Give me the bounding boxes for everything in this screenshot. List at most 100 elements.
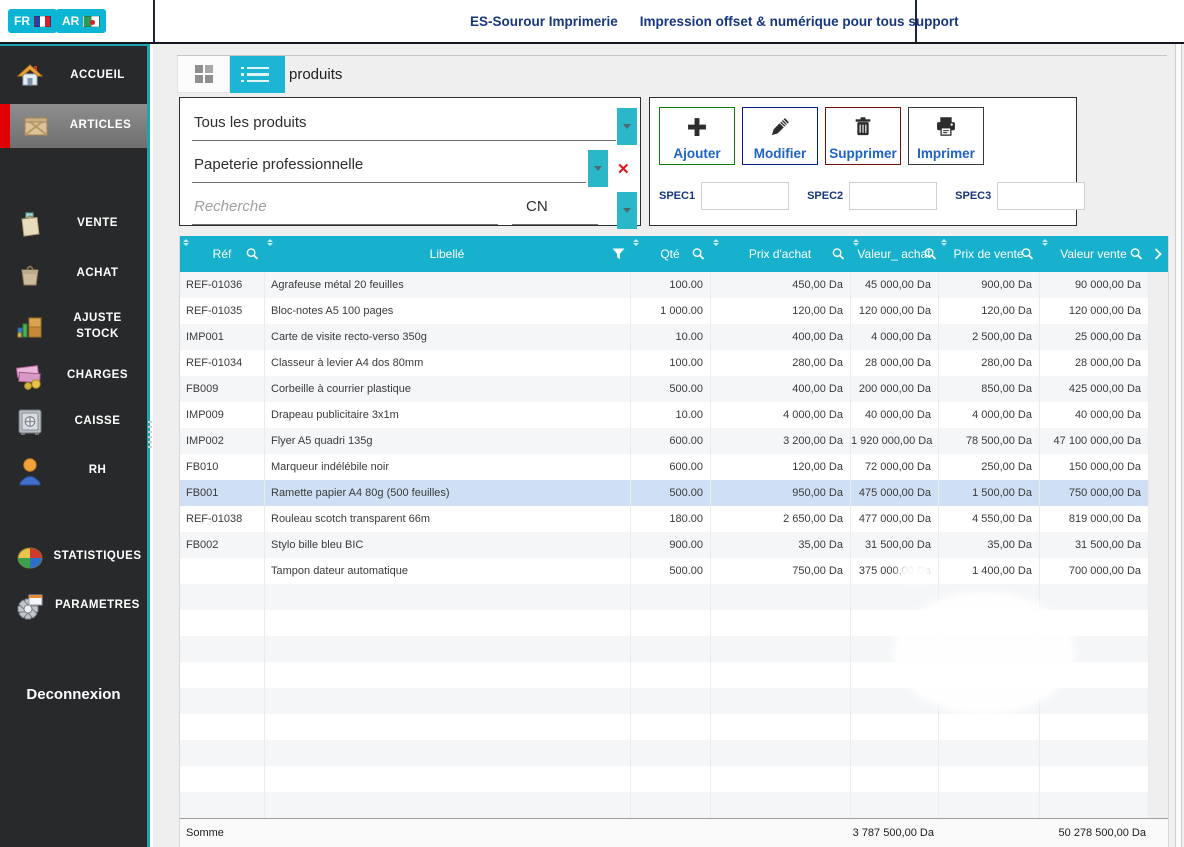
stock-adjust-icon [12, 309, 48, 345]
person-icon [12, 453, 48, 489]
product-filter-dropdown-button[interactable] [617, 108, 637, 145]
table-row[interactable]: REF-01038 Rouleau scotch transparent 66m… [180, 506, 1168, 532]
table-row[interactable]: FB010 Marqueur indélébile noir 600.00 12… [180, 454, 1168, 480]
search-mode-dropdown-button[interactable] [617, 192, 637, 229]
spec1-input[interactable] [701, 182, 789, 210]
search-icon[interactable] [1130, 248, 1143, 261]
chevron-right-icon [1154, 248, 1162, 260]
vertical-scrollbar[interactable] [1175, 44, 1182, 847]
clear-filter-icon[interactable]: ✕ [617, 160, 630, 178]
trash-icon [850, 114, 876, 140]
category-filter-select[interactable]: Papeterie professionnelle [192, 150, 586, 183]
add-button[interactable]: Ajouter [659, 107, 735, 165]
row-edge [1148, 402, 1168, 428]
sort-indicator [713, 239, 719, 246]
actions-panel: Ajouter Modifier Supprimer [649, 97, 1077, 226]
purchase-bag-icon [12, 256, 48, 292]
row-edge [1148, 350, 1168, 376]
column-header-valeur-vente[interactable]: Valeur vente [1039, 236, 1148, 272]
sidebar-label: VENTE [48, 216, 147, 232]
logout-button[interactable]: Deconnexion [0, 686, 147, 703]
banknotes-icon [12, 358, 48, 394]
table-row[interactable]: FB001 Ramette papier A4 80g (500 feuille… [180, 480, 1168, 506]
plus-icon [684, 114, 710, 140]
filter-panel: Tous les produits Papeterie professionne… [179, 97, 641, 226]
delete-button[interactable]: Supprimer [825, 107, 901, 165]
search-icon[interactable] [924, 248, 937, 261]
sidebar-item-statistiques[interactable]: STATISTIQUES [0, 534, 147, 580]
product-filter-select[interactable]: Tous les produits [192, 108, 616, 141]
scroll-right-button[interactable] [1148, 236, 1168, 272]
sidebar-item-accueil[interactable]: ACCUEIL [0, 52, 147, 100]
sidebar-item-achat[interactable]: ACHAT [0, 248, 147, 300]
table-row[interactable]: FB009 Corbeille à courrier plastique 500… [180, 376, 1168, 402]
spec3-label: SPEC3 [955, 190, 991, 202]
top-bar: FR AR ES-Sourour Imprimerie Impression o… [0, 0, 1184, 44]
sidebar-label: ACHAT [48, 266, 147, 282]
sidebar-item-parametres[interactable]: PARAMETRES [0, 582, 147, 630]
company-slogan: Impression offset & numérique pour tous … [640, 14, 959, 29]
row-edge [1148, 454, 1168, 480]
search-mode-select[interactable]: CN [512, 192, 598, 225]
column-header-prix-achat[interactable]: Prix d'achat [710, 236, 850, 272]
main-content: produits Tous les produits Papeterie pro… [153, 44, 1184, 847]
sidebar-item-charges[interactable]: CHARGES [0, 354, 147, 398]
column-header-ref[interactable]: Réf [180, 236, 264, 272]
products-table: Réf Libellé Qté Prix [179, 236, 1169, 847]
table-row[interactable]: FB002 Stylo bille bleu BIC 900.00 35,00 … [180, 532, 1168, 558]
print-button[interactable]: Imprimer [908, 107, 984, 165]
row-edge [1148, 428, 1168, 454]
empty-row [180, 792, 1168, 818]
table-row[interactable]: Tampon dateur automatique 500.00 750,00 … [180, 558, 1168, 584]
row-edge [1148, 480, 1168, 506]
sidebar-item-articles[interactable]: ARTICLES [0, 104, 147, 148]
row-edge [1148, 532, 1168, 558]
column-header-prix-vente[interactable]: Prix de vente [938, 236, 1039, 272]
summary-label: Somme [180, 827, 264, 839]
lang-ar-label: AR [62, 14, 79, 28]
column-header-libelle[interactable]: Libellé [264, 236, 630, 272]
summary-row: Somme 3 787 500,00 Da 50 278 500,00 Da [180, 818, 1168, 847]
spec3-input[interactable] [997, 182, 1085, 210]
algeria-flag-icon [83, 16, 100, 27]
tab-grid-view[interactable] [177, 56, 230, 93]
lang-ar-button[interactable]: AR [56, 9, 106, 33]
sidebar-resize-grip[interactable] [148, 421, 152, 451]
table-row[interactable]: IMP009 Drapeau publicitaire 3x1m 10.00 4… [180, 402, 1168, 428]
category-filter-dropdown-button[interactable] [588, 150, 608, 187]
table-row[interactable]: REF-01036 Agrafeuse métal 20 feuilles 10… [180, 272, 1168, 298]
search-input[interactable] [192, 192, 498, 225]
empty-row [180, 766, 1168, 792]
row-edge [1148, 376, 1168, 402]
search-icon[interactable] [692, 248, 705, 261]
spec2-input[interactable] [849, 182, 937, 210]
sidebar-item-rh[interactable]: RH [0, 448, 147, 494]
column-header-valeur-achat[interactable]: Valeur_ achat [850, 236, 938, 272]
lang-fr-button[interactable]: FR [8, 9, 57, 33]
sidebar-item-ajuste-stock[interactable]: AJUSTE STOCK [0, 300, 147, 354]
table-row[interactable]: REF-01034 Classeur à levier A4 dos 80mm … [180, 350, 1168, 376]
row-edge [1148, 584, 1168, 610]
filter-icon[interactable] [612, 248, 625, 260]
row-edge [1148, 610, 1168, 636]
sort-indicator [853, 239, 859, 246]
search-icon[interactable] [1021, 248, 1034, 261]
topbar-divider-left [153, 0, 155, 42]
search-icon[interactable] [832, 248, 845, 261]
edit-button[interactable]: Modifier [742, 107, 818, 165]
summary-valeur-achat: 3 787 500,00 Da [850, 827, 938, 839]
table-row[interactable]: IMP001 Carte de visite recto-verso 350g … [180, 324, 1168, 350]
sort-indicator [633, 239, 639, 246]
column-header-qte[interactable]: Qté [630, 236, 710, 272]
table-row[interactable]: REF-01035 Bloc-notes A5 100 pages 1 000.… [180, 298, 1168, 324]
row-edge [1148, 558, 1168, 584]
search-icon[interactable] [246, 248, 259, 261]
table-row[interactable]: IMP002 Flyer A5 quadri 135g 600.00 3 200… [180, 428, 1168, 454]
sidebar-item-vente[interactable]: VENTE [0, 198, 147, 250]
tab-list-view[interactable] [230, 56, 285, 93]
crate-icon [18, 108, 54, 144]
sidebar-item-caisse[interactable]: CAISSE [0, 398, 147, 446]
lang-fr-label: FR [14, 14, 30, 28]
row-edge [1148, 506, 1168, 532]
sort-indicator [267, 239, 273, 246]
